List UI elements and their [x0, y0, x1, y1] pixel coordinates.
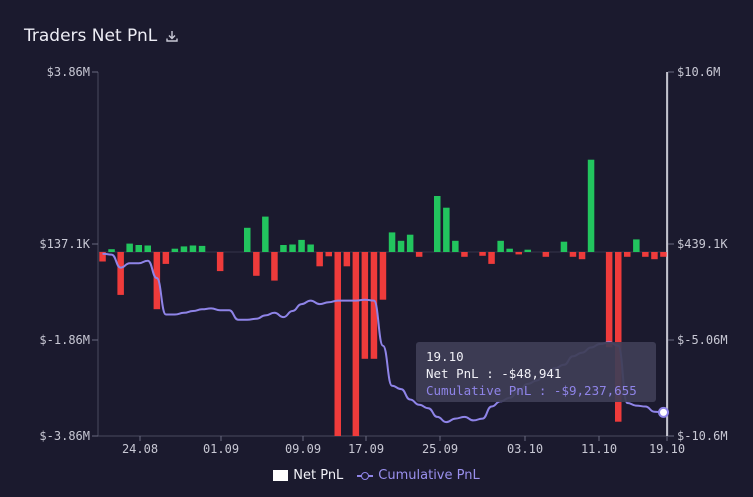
net-pnl-bar	[253, 252, 260, 276]
chart-legend: Net PnL Cumulative PnL	[0, 468, 753, 483]
legend-item-net-pnl[interactable]: Net PnL	[273, 468, 343, 483]
net-pnl-bar	[117, 252, 124, 295]
net-pnl-bar	[271, 252, 278, 281]
net-pnl-bar	[397, 240, 405, 252]
x-tick-label: 01.09	[203, 442, 239, 456]
net-pnl-bar	[189, 245, 197, 252]
net-pnl-bar	[316, 252, 323, 267]
y-right-tick-label: $-5.06M	[677, 333, 728, 347]
net-pnl-bar	[524, 249, 531, 252]
net-pnl-bar	[325, 252, 332, 257]
net-pnl-bar	[587, 159, 595, 252]
net-pnl-bar	[99, 252, 106, 262]
net-pnl-bar	[578, 252, 586, 260]
net-pnl-bar	[515, 252, 522, 255]
net-pnl-bar	[406, 234, 414, 252]
net-pnl-bar	[180, 246, 188, 252]
y-left-tick-label: $-3.86M	[39, 429, 90, 443]
net-pnl-bar	[461, 252, 468, 257]
net-pnl-bar	[361, 252, 369, 359]
net-pnl-bar	[624, 252, 631, 257]
x-tick-label: 17.09	[348, 442, 384, 456]
download-icon[interactable]	[165, 29, 179, 43]
x-tick-label: 25.09	[422, 442, 458, 456]
net-pnl-bar	[560, 241, 568, 252]
net-pnl-bar	[542, 252, 550, 257]
tooltip-date: 19.10	[426, 349, 464, 364]
net-pnl-bar	[615, 252, 622, 422]
y-left-tick-label: $137.1K	[39, 237, 90, 251]
net-pnl-bar	[198, 245, 206, 252]
net-pnl-bar	[153, 252, 161, 310]
y-right-tick-label: $439.1K	[677, 237, 728, 251]
net-pnl-bar	[171, 248, 179, 252]
net-pnl-bar	[497, 240, 504, 252]
net-pnl-bar	[144, 245, 151, 252]
net-pnl-bar	[126, 243, 133, 252]
legend-label-cumulative-pnl: Cumulative PnL	[378, 468, 480, 483]
net-pnl-bar	[488, 252, 495, 264]
y-left-tick-label: $-1.86M	[39, 333, 90, 347]
net-pnl-bar	[298, 239, 305, 252]
net-pnl-bar	[343, 252, 351, 267]
net-pnl-bar	[244, 227, 251, 252]
legend-swatch-net-pnl	[273, 470, 289, 481]
chart-title: Traders Net PnL	[24, 26, 158, 46]
net-pnl-bar	[452, 240, 459, 252]
y-right-tick-label: $10.6M	[677, 65, 720, 79]
net-pnl-bar	[370, 252, 378, 359]
legend-label-net-pnl: Net PnL	[293, 468, 344, 483]
legend-item-cumulative-pnl[interactable]: Cumulative PnL	[357, 468, 480, 483]
net-pnl-bar	[443, 207, 450, 252]
net-pnl-bar	[660, 252, 667, 257]
net-pnl-bar	[479, 252, 486, 256]
net-pnl-bar	[135, 245, 142, 252]
chart-title-row: Traders Net PnL	[24, 26, 179, 46]
net-pnl-bar	[434, 196, 441, 252]
net-pnl-bar	[162, 252, 170, 264]
net-pnl-bar	[379, 252, 387, 300]
net-pnl-bar	[415, 252, 423, 257]
net-pnl-bar	[289, 244, 296, 252]
net-pnl-bar	[334, 252, 341, 436]
net-pnl-bar	[506, 248, 513, 252]
tooltip-net-pnl: Net PnL : -$48,941	[426, 366, 562, 381]
cumulative-pnl-hover-point	[658, 406, 669, 418]
net-pnl-bar	[280, 245, 287, 252]
net-pnl-bar	[262, 216, 269, 252]
hover-tooltip: 19.10 Net PnL : -$48,941 Cumulative PnL …	[416, 342, 656, 402]
y-left-tick-label: $3.86M	[47, 65, 90, 79]
net-pnl-bar	[388, 232, 396, 252]
legend-swatch-cumulative-pnl	[357, 471, 374, 481]
net-pnl-bar	[216, 252, 224, 272]
net-pnl-bar	[352, 252, 360, 436]
y-right-tick-label: $-10.6M	[677, 429, 728, 443]
x-tick-label: 24.08	[122, 442, 158, 456]
net-pnl-bar	[633, 239, 640, 252]
x-tick-label: 09.09	[285, 442, 321, 456]
net-pnl-bar	[307, 244, 314, 252]
x-tick-label: 03.10	[507, 442, 543, 456]
net-pnl-bar	[651, 252, 658, 260]
net-pnl-bar	[108, 249, 115, 252]
x-tick-label: 11.10	[581, 442, 617, 456]
tooltip-cumulative-pnl: Cumulative PnL : -$9,237,655	[426, 383, 637, 398]
x-tick-label: 19.10	[649, 442, 685, 456]
net-pnl-bar	[605, 252, 613, 348]
net-pnl-bar	[642, 252, 649, 257]
net-pnl-bar	[569, 252, 577, 257]
